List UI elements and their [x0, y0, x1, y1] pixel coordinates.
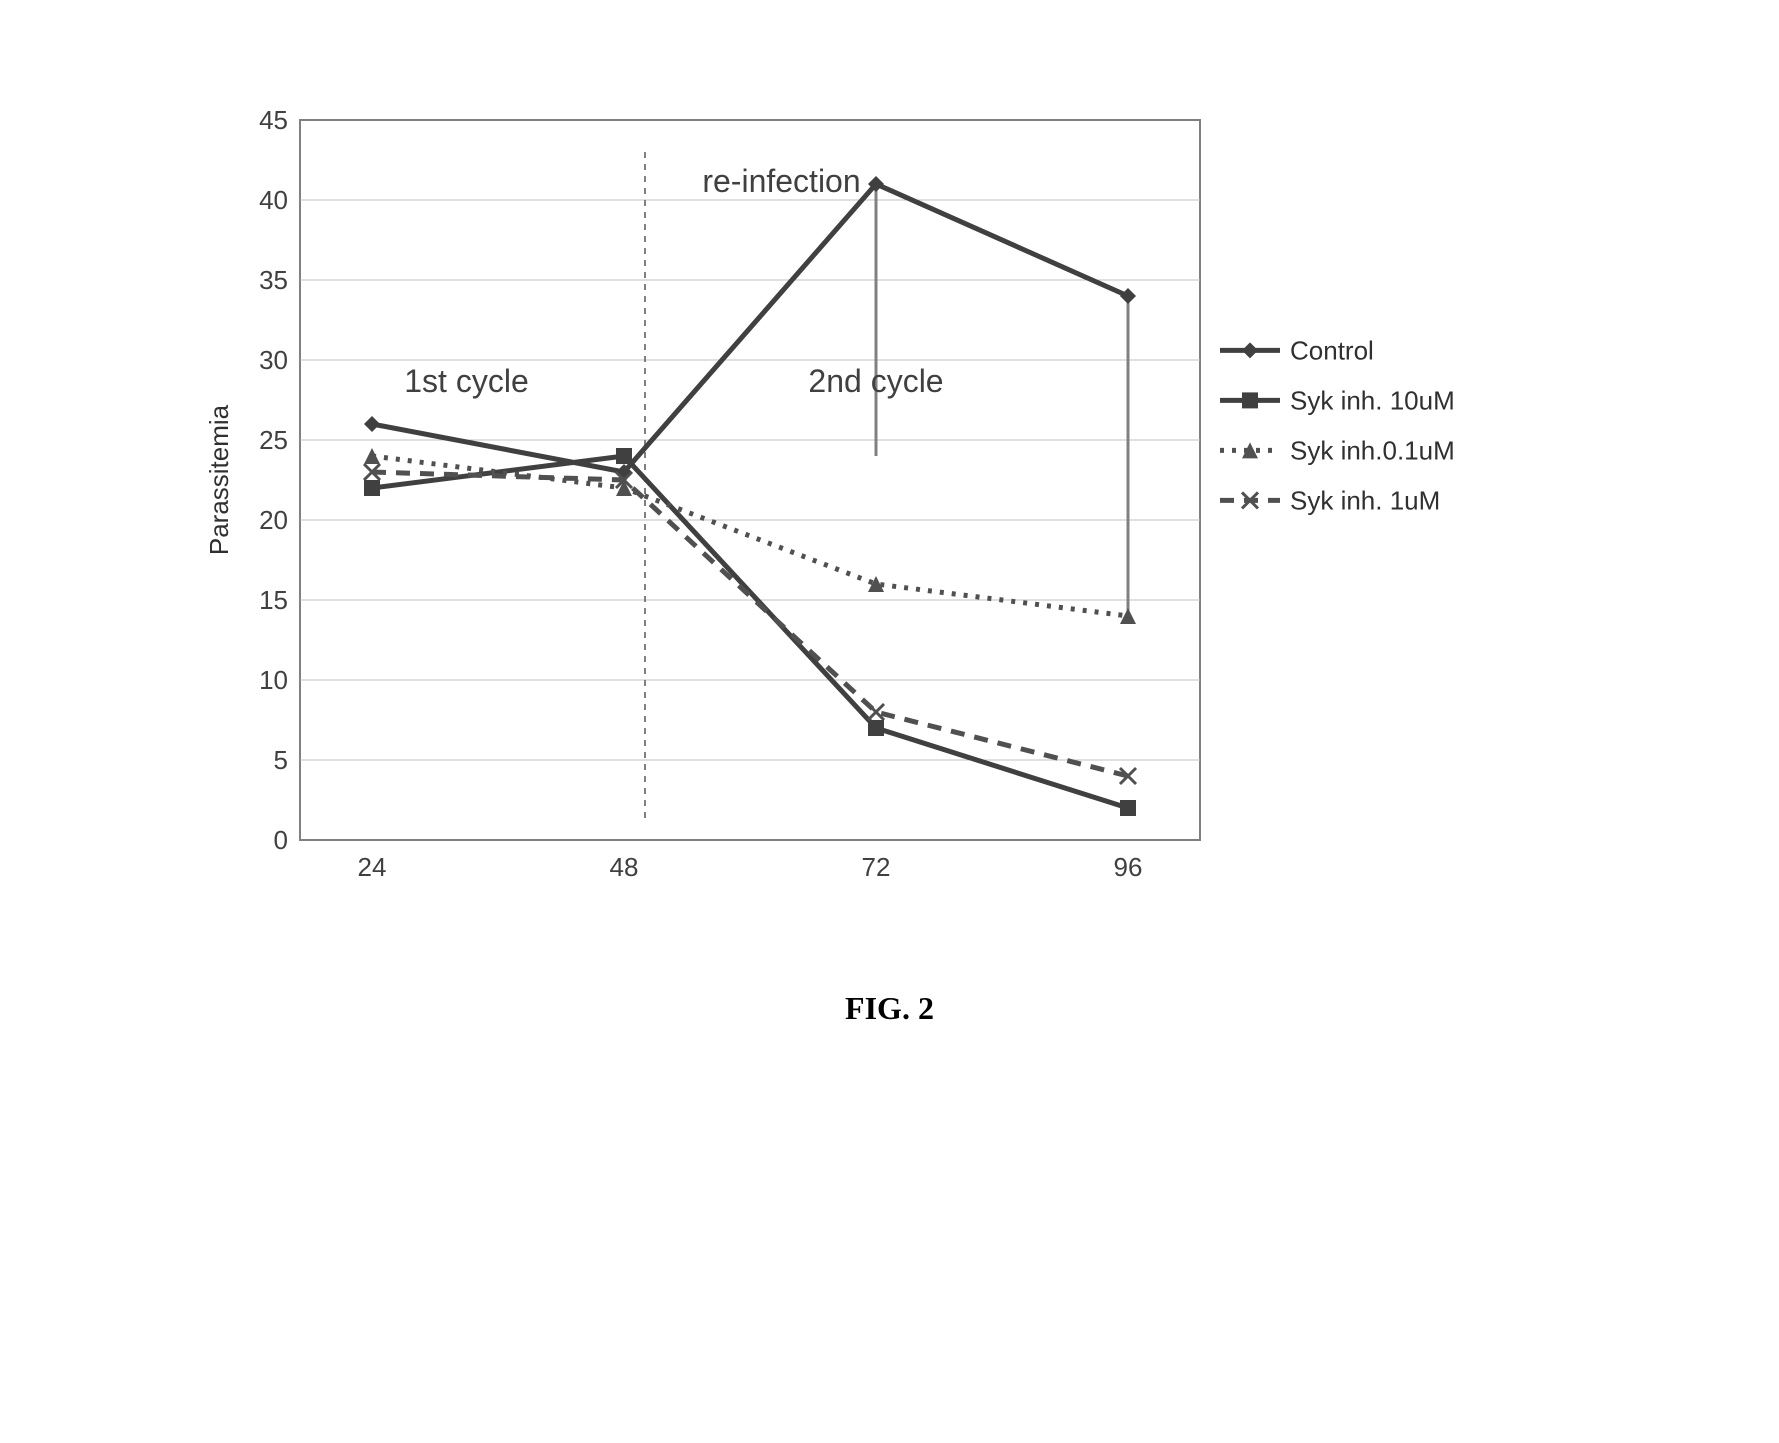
svg-text:Parassitemia: Parassitemia	[204, 404, 234, 555]
svg-text:10: 10	[259, 665, 288, 695]
svg-text:40: 40	[259, 185, 288, 215]
svg-text:48: 48	[609, 852, 638, 882]
svg-text:96: 96	[1113, 852, 1142, 882]
svg-text:5: 5	[273, 745, 287, 775]
svg-text:25: 25	[259, 425, 288, 455]
svg-text:0: 0	[273, 825, 287, 855]
svg-text:45: 45	[259, 105, 288, 135]
svg-text:24: 24	[357, 852, 386, 882]
svg-text:2nd cycle: 2nd cycle	[808, 363, 943, 399]
chart-container: 0 5 10 15 20 25 30 35 40 45 24 48 72 96 Parassitemia re…	[190, 100, 1590, 1027]
svg-text:15: 15	[259, 585, 288, 615]
svg-text:Syk inh.0.1uM: Syk inh.0.1uM	[1290, 435, 1455, 465]
svg-text:Syk inh. 1uM: Syk inh. 1uM	[1290, 485, 1440, 515]
line-chart: 0 5 10 15 20 25 30 35 40 45 24 48 72 96 Parassitemia re…	[190, 100, 1550, 910]
svg-text:Control: Control	[1290, 335, 1374, 365]
figure-caption: FIG. 2	[190, 990, 1590, 1027]
svg-text:72: 72	[861, 852, 890, 882]
svg-text:1st cycle: 1st cycle	[404, 363, 528, 399]
svg-text:30: 30	[259, 345, 288, 375]
svg-text:Syk inh. 10uM: Syk inh. 10uM	[1290, 385, 1455, 415]
svg-text:re-infection: re-infection	[702, 163, 860, 199]
svg-text:35: 35	[259, 265, 288, 295]
svg-text:20: 20	[259, 505, 288, 535]
